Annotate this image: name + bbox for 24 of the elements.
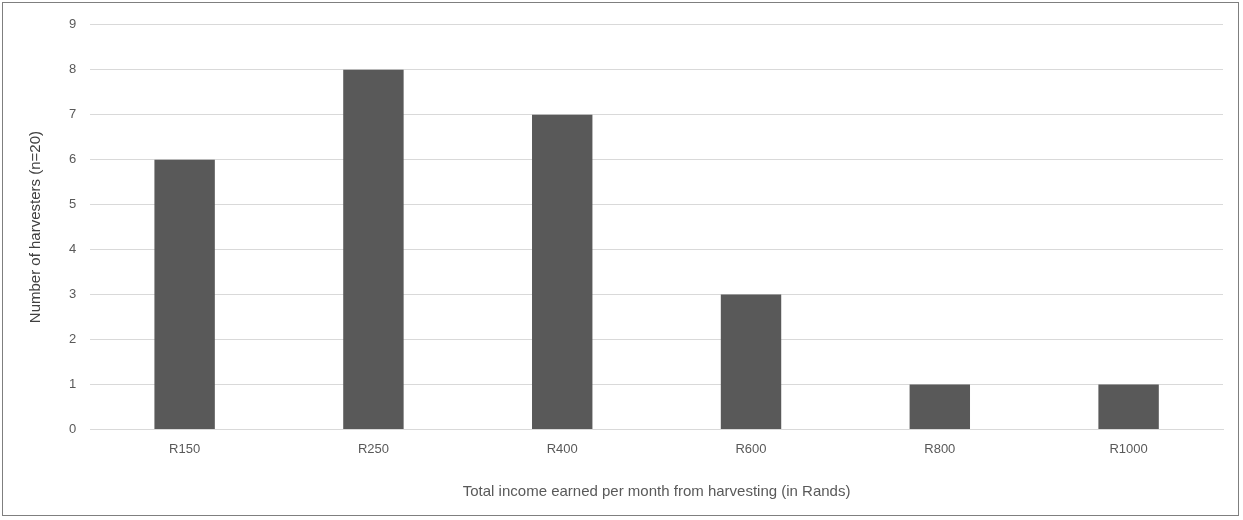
bar <box>154 159 215 429</box>
x-tick-label: R400 <box>546 440 578 456</box>
y-tick-label: 5 <box>69 196 77 212</box>
x-tick-label: R1000 <box>1109 440 1148 456</box>
y-tick-label: 8 <box>69 61 77 77</box>
y-tick-label: 7 <box>69 106 77 122</box>
y-tick-label: 9 <box>69 16 77 32</box>
y-tick-label: 6 <box>69 151 77 167</box>
x-tick-label: R600 <box>735 440 767 456</box>
x-tick-label: R250 <box>357 440 389 456</box>
y-tick-label: 1 <box>69 376 77 392</box>
y-tick-label: 2 <box>69 331 77 347</box>
bar <box>720 294 782 429</box>
y-tick-label: 3 <box>69 286 77 302</box>
x-axis-title: Total income earned per month from harvesting (in Rands) <box>462 482 851 500</box>
bar <box>909 384 971 429</box>
x-tick-label: R800 <box>924 440 956 456</box>
bar <box>1098 384 1159 429</box>
y-axis-title: Number of harvesters (n=20) <box>26 131 44 324</box>
x-tick-label: R150 <box>169 440 201 456</box>
bar <box>532 114 593 429</box>
y-tick-label: 4 <box>69 241 77 257</box>
y-tick-label: 0 <box>69 420 77 436</box>
bar <box>343 69 404 429</box>
